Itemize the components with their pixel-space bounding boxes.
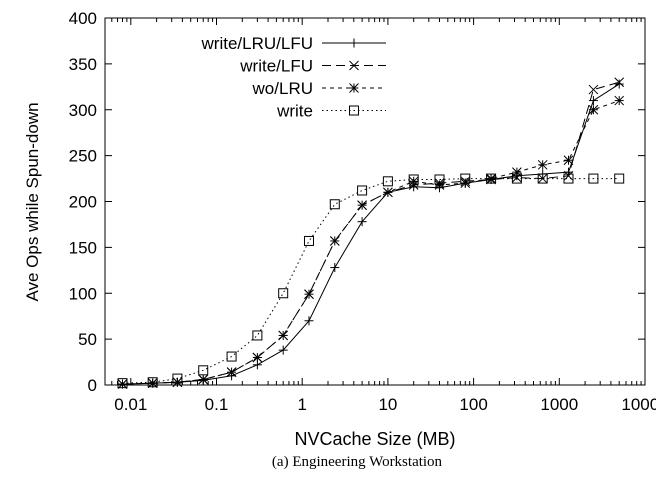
data-point	[117, 378, 128, 389]
data-point	[357, 200, 367, 211]
legend-label: wo/LRU	[252, 79, 313, 98]
data-point	[614, 95, 625, 106]
data-point	[382, 176, 393, 187]
data-point	[588, 104, 599, 115]
series-4	[117, 173, 625, 389]
data-point	[588, 96, 598, 106]
series-layer	[117, 77, 625, 389]
y-tick-label: 150	[69, 238, 97, 257]
legend-marker	[349, 38, 359, 48]
legend-label: write/LFU	[239, 57, 313, 76]
figure-caption: (a) Engineering Workstation	[272, 454, 443, 470]
data-point	[357, 185, 368, 196]
data-point	[512, 167, 522, 177]
y-tick-label: 50	[78, 330, 97, 349]
data-point	[117, 379, 128, 389]
data-point	[511, 173, 522, 184]
data-point	[357, 217, 367, 227]
data-point	[147, 378, 158, 389]
data-point	[198, 365, 209, 376]
x-tick-label: 10	[378, 395, 397, 414]
data-point	[329, 236, 340, 246]
data-point	[198, 374, 209, 385]
legend: write/LRU/LFU write/LFU wo/LRU write	[201, 34, 386, 121]
series-line	[122, 83, 620, 385]
data-point	[383, 187, 393, 198]
data-point	[303, 235, 314, 246]
data-point	[614, 79, 624, 89]
data-point	[278, 345, 288, 355]
data-point	[537, 173, 548, 184]
data-point	[537, 173, 548, 184]
y-tick-label: 100	[69, 284, 97, 303]
data-point	[434, 174, 445, 185]
data-point	[172, 373, 183, 384]
data-point	[434, 180, 445, 190]
x-tick-label: 0.01	[114, 395, 147, 414]
series-2	[117, 77, 625, 389]
data-point	[147, 377, 158, 388]
data-point	[226, 367, 237, 378]
data-point	[278, 330, 289, 341]
data-point	[329, 199, 340, 210]
legend-marker	[349, 105, 359, 116]
legend-marker	[349, 60, 359, 71]
data-point	[278, 288, 289, 299]
series-line	[122, 81, 620, 385]
x-tick-label: 10000	[621, 395, 656, 414]
data-point	[304, 289, 314, 300]
y-tick-label: 300	[69, 101, 97, 120]
data-point	[614, 77, 625, 88]
data-point	[614, 173, 625, 184]
data-point	[330, 263, 340, 273]
data-point	[588, 84, 599, 95]
y-tick-label: 350	[69, 55, 97, 74]
data-point	[252, 352, 263, 363]
x-tick-label: 1000	[540, 395, 578, 414]
data-point	[226, 351, 237, 362]
series-line	[122, 178, 620, 384]
x-tick-label: 0.1	[205, 395, 229, 414]
legend-label: write	[276, 102, 313, 121]
y-tick-label: 400	[69, 9, 97, 28]
x-tick-label: 100	[459, 395, 487, 414]
y-tick-label: 250	[69, 147, 97, 166]
legend-marker	[349, 83, 359, 93]
axes-layer: 0 50 100 150 200 250 300 350 400 0.01 0.1 1 10 100 100…	[69, 9, 656, 414]
data-point	[172, 377, 183, 388]
data-point	[252, 330, 263, 341]
data-point	[537, 159, 548, 170]
x-axis-label: NVCache Size (MB)	[294, 429, 455, 449]
data-point	[460, 173, 471, 184]
y-tick-label: 200	[69, 193, 97, 212]
data-point	[408, 174, 419, 185]
legend-label: write/LRU/LFU	[201, 34, 313, 53]
x-tick-label: 1	[297, 395, 306, 414]
series-line	[122, 100, 620, 385]
data-point	[486, 173, 497, 184]
y-tick-label: 0	[88, 376, 97, 395]
data-point	[304, 316, 314, 326]
series-3	[117, 95, 625, 389]
plot-frame	[104, 17, 646, 386]
series-1	[117, 79, 624, 389]
data-point	[588, 173, 599, 184]
data-point	[563, 155, 574, 166]
y-axis-label: Ave Ops while Spun-down	[23, 102, 42, 301]
data-point	[563, 173, 574, 184]
